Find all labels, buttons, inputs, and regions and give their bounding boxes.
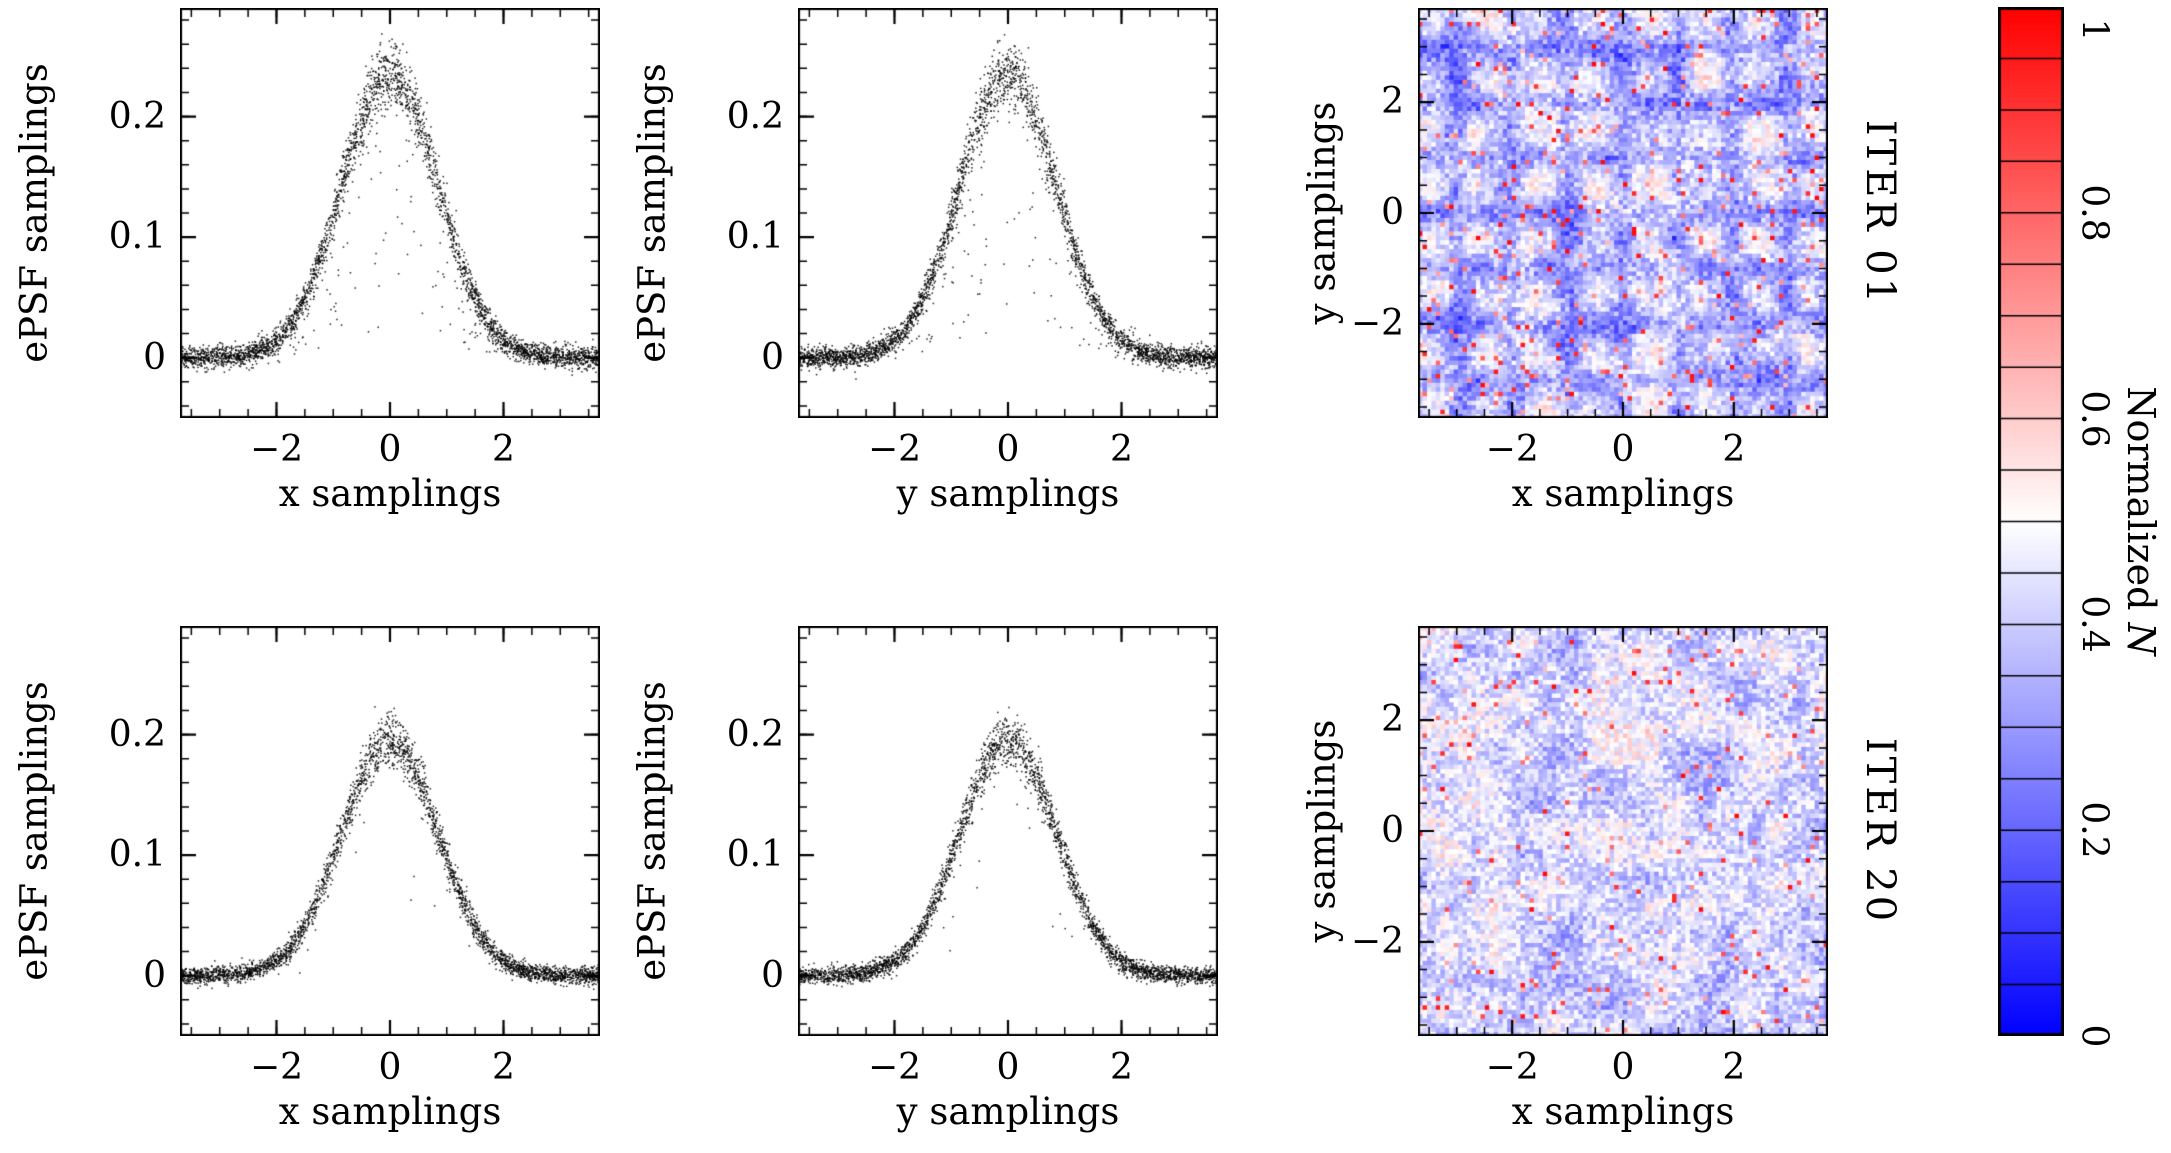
x-tick-label: 0 [378, 1047, 402, 1088]
y-axis-label: ePSF samplings [12, 681, 56, 981]
panel-iter20-heatmap: y samplings x samplings −2 0 2 −2 0 2 [1301, 626, 1828, 1133]
y-tick-label: −2 [1350, 303, 1404, 344]
x-tick-label: 2 [1722, 429, 1746, 470]
x-tick-label: 2 [1110, 1047, 1133, 1088]
iter01-y-scatter-canvas [798, 8, 1218, 418]
x-axis-label: x samplings [278, 472, 502, 515]
panel-iter01-y-scatter: ePSF samplings y samplings −2 0 2 0 0.1 0.2 [631, 8, 1218, 515]
x-tick-label: 0 [378, 429, 402, 470]
x-axis-label: x samplings [1511, 472, 1735, 515]
x-tick-label: 0 [1611, 429, 1635, 470]
y-tick-label: 0.1 [726, 834, 784, 876]
x-tick-label: −2 [249, 429, 304, 470]
x-tick-label: 0 [1611, 1047, 1635, 1088]
iter-label-20: ITER 20 [1857, 737, 1903, 925]
colorbar-label-text: Normalized [2119, 386, 2163, 611]
y-tick-label: 0 [143, 954, 166, 996]
iter20-heatmap-canvas [1418, 626, 1828, 1036]
y-tick-label: 2 [1381, 699, 1404, 741]
colorbar-tick-label: 0.4 [2073, 595, 2115, 654]
y-tick-label: 0 [1381, 810, 1404, 852]
x-tick-label: −2 [867, 429, 922, 470]
colorbar-label-symbol: N [2119, 622, 2163, 656]
iter01-x-scatter-canvas [180, 8, 600, 418]
x-axis-label: y samplings [896, 472, 1120, 515]
y-tick-label: 0.1 [108, 216, 166, 258]
colorbar-tick-label: 0.8 [2073, 184, 2115, 242]
y-tick-label: 0 [1381, 192, 1404, 234]
x-tick-label: 2 [1110, 429, 1133, 470]
y-tick-label: −2 [1350, 921, 1404, 962]
colorbar-tick-label: 1 [2073, 18, 2115, 42]
colorbar-axis-label: Normalized N [2119, 386, 2163, 655]
y-tick-label: 0.2 [108, 713, 166, 755]
y-tick-label: 0.2 [726, 95, 784, 137]
y-axis-label: ePSF samplings [630, 63, 674, 363]
x-tick-label: 2 [1722, 1047, 1746, 1088]
y-axis-label: y samplings [1300, 101, 1344, 325]
y-axis-label: y samplings [1300, 719, 1344, 943]
colorbar-tick-label: 0.6 [2073, 389, 2115, 448]
y-axis-label: ePSF samplings [12, 63, 56, 363]
x-tick-label: −2 [1485, 429, 1539, 470]
x-tick-label: −2 [249, 1047, 304, 1088]
iter01-heatmap-canvas [1418, 8, 1828, 418]
colorbar-gradient [1998, 7, 2064, 1036]
colorbar-tick-label: 0.2 [2073, 801, 2115, 859]
x-axis-label: x samplings [278, 1090, 502, 1133]
y-tick-label: 0.2 [108, 95, 166, 137]
x-tick-label: 0 [996, 1047, 1020, 1088]
panel-iter20-x-scatter: ePSF samplings x samplings −2 0 2 0 0.1 0.2 [13, 626, 600, 1133]
x-axis-label: x samplings [1511, 1090, 1735, 1133]
x-axis-label: y samplings [896, 1090, 1120, 1133]
y-tick-label: 0 [761, 954, 784, 996]
panel-iter20-y-scatter: ePSF samplings y samplings −2 0 2 0 0.1 0.2 [631, 626, 1218, 1133]
y-tick-label: 0.1 [108, 834, 166, 876]
y-tick-label: 0 [143, 336, 166, 378]
iter20-y-scatter-canvas [798, 626, 1218, 1036]
x-tick-label: 2 [492, 1047, 515, 1088]
y-tick-label: 0 [761, 336, 784, 378]
colorbar [1998, 7, 2064, 1036]
x-tick-label: 2 [492, 429, 515, 470]
iter20-x-scatter-canvas [180, 626, 600, 1036]
colorbar-tick-label: 0 [2073, 1024, 2115, 1048]
panel-iter01-heatmap: y samplings x samplings −2 0 2 −2 0 2 [1301, 8, 1828, 515]
y-tick-label: 2 [1381, 81, 1404, 123]
y-tick-label: 0.1 [726, 216, 784, 258]
y-axis-label: ePSF samplings [630, 681, 674, 981]
iter-label-01: ITER 01 [1857, 119, 1903, 307]
x-tick-label: −2 [1485, 1047, 1539, 1088]
panel-iter01-x-scatter: ePSF samplings x samplings −2 0 2 0 0.1 0.2 [13, 8, 600, 515]
x-tick-label: −2 [867, 1047, 922, 1088]
x-tick-label: 0 [996, 429, 1020, 470]
y-tick-label: 0.2 [726, 713, 784, 755]
